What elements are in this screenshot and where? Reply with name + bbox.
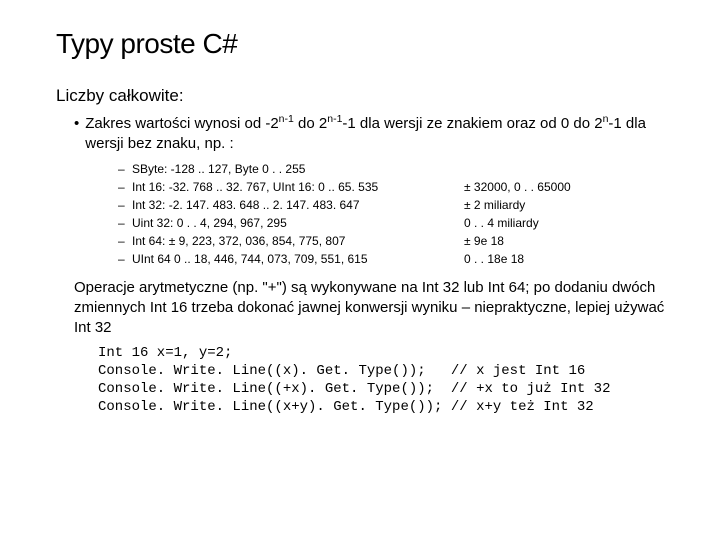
- code-line: Int 16 x=1, y=2;: [98, 345, 232, 361]
- code-comment: // x jest Int 16: [451, 363, 585, 379]
- list-item: – Uint 32: 0 . . 4, 294, 967, 295 0 . . …: [118, 214, 670, 232]
- dash-marker: –: [118, 214, 132, 232]
- text-part: Zakres wartości wynosi od -2: [85, 115, 278, 132]
- type-range: UInt 64 0 .. 18, 446, 744, 073, 709, 551…: [132, 250, 464, 268]
- type-approx: ± 2 miliardy: [464, 196, 670, 214]
- paragraph-text: Operacje arytmetyczne (np. "+") są wykon…: [74, 278, 670, 338]
- text-part: -1 dla wersji ze znakiem oraz od 0 do 2: [342, 115, 602, 132]
- type-range: Int 16: -32. 768 .. 32. 767, UInt 16: 0 …: [132, 178, 464, 196]
- list-item: – Int 32: -2. 147. 483. 648 .. 2. 147. 4…: [118, 196, 670, 214]
- superscript: n-1: [279, 113, 294, 125]
- dash-marker: –: [118, 178, 132, 196]
- section-subtitle: Liczby całkowite:: [56, 86, 670, 106]
- code-text: Console. Write. Line((x). Get. Type());: [98, 363, 451, 379]
- type-approx: [464, 160, 670, 178]
- code-line: Console. Write. Line((x+y). Get. Type())…: [98, 399, 594, 415]
- dash-marker: –: [118, 250, 132, 268]
- code-text: Int 16 x=1, y=2;: [98, 345, 232, 361]
- type-range: SByte: -128 .. 127, Byte 0 . . 255: [132, 160, 464, 178]
- dash-marker: –: [118, 232, 132, 250]
- type-range: Uint 32: 0 . . 4, 294, 967, 295: [132, 214, 464, 232]
- list-item: – Int 16: -32. 768 .. 32. 767, UInt 16: …: [118, 178, 670, 196]
- code-block: Int 16 x=1, y=2; Console. Write. Line((x…: [98, 344, 670, 416]
- type-approx: 0 . . 4 miliardy: [464, 214, 670, 232]
- type-approx: ± 9e 18: [464, 232, 670, 250]
- code-comment: // x+y też Int 32: [451, 399, 594, 415]
- type-approx: 0 . . 18e 18: [464, 250, 670, 268]
- slide-title: Typy proste C#: [56, 28, 670, 60]
- list-item: – SByte: -128 .. 127, Byte 0 . . 255: [118, 160, 670, 178]
- list-item: – Int 64: ± 9, 223, 372, 036, 854, 775, …: [118, 232, 670, 250]
- bullet-text: Zakres wartości wynosi od -2n-1 do 2n-1-…: [85, 114, 670, 154]
- dash-marker: –: [118, 160, 132, 178]
- dash-marker: –: [118, 196, 132, 214]
- code-line: Console. Write. Line((+x). Get. Type());…: [98, 381, 611, 397]
- code-text: Console. Write. Line((x+y). Get. Type())…: [98, 399, 451, 415]
- code-text: Console. Write. Line((+x). Get. Type());: [98, 381, 451, 397]
- text-part: do 2: [294, 115, 327, 132]
- slide: Typy proste C# Liczby całkowite: • Zakre…: [0, 0, 720, 540]
- type-range: Int 32: -2. 147. 483. 648 .. 2. 147. 483…: [132, 196, 464, 214]
- code-comment: // +x to już Int 32: [451, 381, 611, 397]
- type-range: Int 64: ± 9, 223, 372, 036, 854, 775, 80…: [132, 232, 464, 250]
- code-line: Console. Write. Line((x). Get. Type()); …: [98, 363, 585, 379]
- type-list: – SByte: -128 .. 127, Byte 0 . . 255 – I…: [118, 160, 670, 268]
- bullet-item: • Zakres wartości wynosi od -2n-1 do 2n-…: [74, 114, 670, 154]
- list-item: – UInt 64 0 .. 18, 446, 744, 073, 709, 5…: [118, 250, 670, 268]
- superscript: n-1: [327, 113, 342, 125]
- bullet-marker: •: [74, 114, 79, 134]
- type-approx: ± 32000, 0 . . 65000: [464, 178, 670, 196]
